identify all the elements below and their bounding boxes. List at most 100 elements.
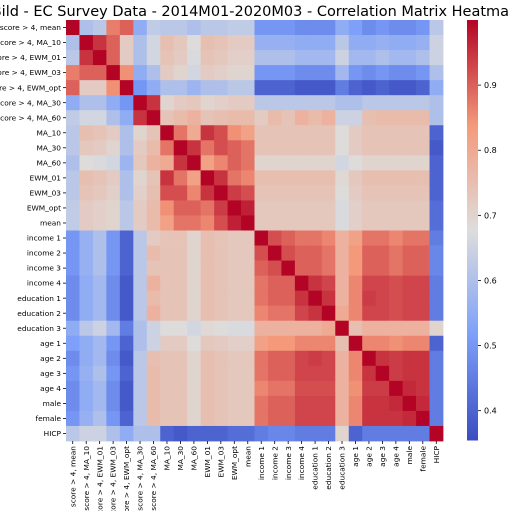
heatmap-cell [227, 425, 242, 442]
heatmap-cell [106, 260, 121, 277]
colorbar-segment [467, 242, 478, 246]
heatmap-cell [227, 80, 242, 96]
heatmap-cell [294, 125, 309, 141]
colorbar-segment [467, 353, 478, 357]
heatmap-cell [308, 425, 323, 442]
heatmap-cell [119, 170, 134, 186]
heatmap-cell [281, 260, 296, 277]
x-tick-label: score > 4, mean [68, 446, 77, 507]
colorbar-segment [467, 209, 478, 213]
colorbar-segment [467, 179, 478, 183]
heatmap-cell [375, 20, 390, 36]
heatmap-cell [348, 170, 363, 186]
heatmap-cell [348, 350, 363, 367]
heatmap-cell [254, 50, 269, 66]
y-tick-label: income 2 [27, 249, 61, 258]
heatmap-cell [321, 335, 336, 352]
heatmap-cell [254, 260, 269, 277]
heatmap-cell [187, 380, 202, 397]
colorbar-segment [467, 77, 478, 81]
colorbar-segment [467, 56, 478, 60]
heatmap-cell [402, 65, 417, 81]
heatmap-cell [133, 245, 148, 261]
heatmap-cell [362, 320, 377, 337]
heatmap-cell [66, 185, 80, 201]
heatmap-cell [187, 350, 202, 367]
heatmap-cell [79, 365, 94, 382]
y-tick-label: score > 4, MA_10 [0, 38, 61, 47]
heatmap-cell [308, 320, 323, 337]
heatmap-cell [146, 20, 161, 36]
heatmap-cell [66, 260, 80, 277]
heatmap-cell [429, 380, 444, 397]
heatmap-cell [66, 245, 80, 261]
heatmap-cell [429, 95, 444, 111]
colorbar-segment [467, 335, 478, 339]
heatmap-cell [200, 110, 215, 126]
heatmap-cell [294, 275, 309, 292]
heatmap-cell [335, 35, 350, 51]
heatmap-cell [160, 320, 175, 337]
heatmap-cell [227, 185, 242, 201]
heatmap-cell [214, 425, 228, 442]
colorbar-segment [467, 392, 478, 396]
colorbar-segment [467, 365, 478, 369]
heatmap-cell [214, 380, 228, 397]
heatmap-cell [267, 80, 282, 96]
heatmap-cell [348, 125, 363, 141]
heatmap-cell [416, 95, 430, 111]
x-tick-label: education 1 [311, 446, 320, 490]
heatmap-cell [416, 395, 430, 412]
heatmap-cell [187, 110, 202, 126]
heatmap-cell [66, 335, 80, 352]
heatmap-cell [200, 185, 215, 201]
y-tick-label: score > 4, EWM_03 [0, 68, 61, 77]
colorbar-segment [467, 323, 478, 327]
heatmap-cell [389, 140, 404, 156]
heatmap-cell [146, 155, 161, 171]
colorbar-segment [467, 248, 478, 252]
heatmap-cell [375, 350, 390, 367]
colorbar-segment [467, 197, 478, 201]
heatmap-cell [308, 365, 323, 382]
colorbar-segment [467, 167, 478, 171]
colorbar-segment [467, 293, 478, 297]
heatmap-cell [335, 335, 350, 352]
colorbar-segment [467, 119, 478, 123]
heatmap-cell [362, 230, 377, 246]
heatmap-cell [375, 110, 390, 126]
x-tick-label: EWM_opt [230, 446, 239, 480]
colorbar-segment [467, 23, 478, 27]
y-tick-label: score > 4, mean [0, 23, 61, 32]
heatmap-cell [173, 335, 188, 352]
heatmap-cell [79, 125, 94, 141]
colorbar-segment [467, 260, 478, 264]
heatmap-cell [294, 65, 309, 81]
heatmap-cell [281, 80, 296, 96]
colorbar-segment [467, 68, 478, 72]
heatmap-cell [429, 110, 444, 126]
heatmap-cell [321, 80, 336, 96]
heatmap-cell [267, 425, 282, 442]
colorbar-segment [467, 362, 478, 366]
heatmap-cell [375, 80, 390, 96]
heatmap-cell [389, 230, 404, 246]
heatmap-cell [335, 320, 350, 337]
heatmap-cell [267, 245, 282, 261]
x-tick-label: age 2 [365, 446, 374, 467]
heatmap-cell [281, 125, 296, 141]
heatmap-cell [160, 425, 175, 442]
heatmap-cell [321, 125, 336, 141]
colorbar-segment [467, 161, 478, 165]
heatmap-cell [187, 290, 202, 307]
colorbar-segment [467, 407, 478, 411]
x-tick-label: age 1 [351, 446, 360, 467]
heatmap-cell [402, 335, 417, 352]
heatmap-cell [321, 110, 336, 126]
heatmap-cell [106, 230, 121, 246]
heatmap-cell [308, 350, 323, 367]
colorbar-segment [467, 251, 478, 255]
heatmap-cell [362, 95, 377, 111]
heatmap-cell [241, 80, 255, 96]
colorbar-segment [467, 65, 478, 69]
